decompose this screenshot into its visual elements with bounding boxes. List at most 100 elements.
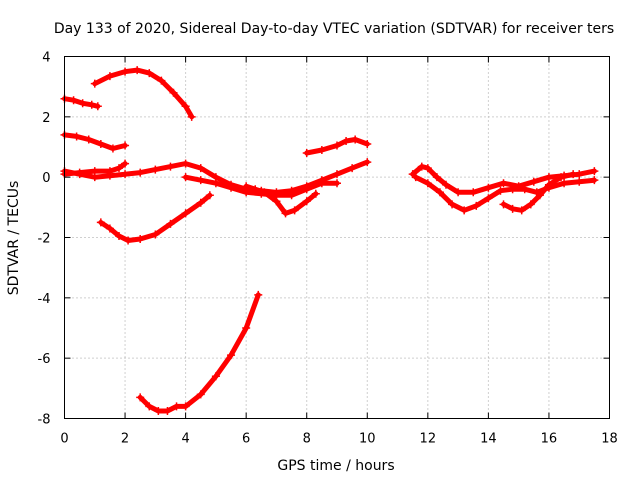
data-point	[435, 188, 444, 197]
x-tick-label: 14	[480, 432, 497, 447]
data-point	[448, 200, 457, 209]
data-point	[496, 186, 505, 195]
data-point	[311, 189, 320, 198]
data-point	[166, 162, 175, 171]
data-point	[105, 224, 114, 233]
data-point	[96, 218, 105, 227]
data-point	[196, 390, 205, 399]
x-tick-label: 0	[60, 432, 68, 447]
data-point	[227, 351, 236, 360]
data-point	[333, 170, 341, 179]
data-point	[242, 182, 251, 191]
data-point	[442, 180, 450, 189]
x-tick-label: 4	[181, 432, 189, 447]
data-point	[72, 132, 81, 141]
data-point	[115, 164, 123, 173]
data-point	[287, 191, 296, 200]
data-point	[432, 173, 441, 182]
x-tick-label: 2	[121, 432, 129, 447]
data-point	[93, 102, 102, 111]
y-tick-label: 0	[42, 171, 50, 186]
data-point	[499, 179, 508, 188]
data-point	[90, 173, 99, 182]
data-point	[251, 185, 260, 194]
data-point	[544, 180, 553, 189]
data-point	[124, 236, 133, 245]
data-point	[151, 230, 160, 239]
axis-ticks: 0 2 4 6 8 10 12 14 16 18 -8 -6 -4 -2 0 2 4	[38, 51, 618, 447]
series-arc10	[137, 292, 261, 414]
series-arc6	[98, 192, 213, 243]
y-axis-label: SDTVAR / TECUs	[6, 181, 22, 296]
x-tick-label: 10	[359, 432, 376, 447]
data-point	[423, 164, 432, 173]
x-tick-label: 18	[601, 432, 618, 447]
data-point	[145, 402, 154, 411]
data-point	[508, 204, 517, 213]
y-tick-label: 2	[42, 111, 50, 126]
data-point	[260, 188, 269, 197]
data-point	[351, 135, 360, 144]
data-series	[60, 66, 599, 415]
data-point	[469, 188, 478, 197]
data-point	[136, 168, 145, 177]
data-point	[187, 112, 196, 121]
data-point	[454, 188, 463, 197]
data-point	[133, 66, 142, 75]
x-tick-label: 8	[303, 432, 311, 447]
data-point	[535, 191, 544, 200]
data-point	[508, 185, 517, 194]
data-point	[484, 183, 493, 192]
y-tick-label: -8	[38, 413, 51, 428]
data-point	[411, 173, 420, 182]
data-point	[205, 191, 214, 200]
y-tick-label: -6	[38, 352, 51, 367]
data-point	[78, 99, 87, 108]
data-point	[181, 209, 190, 218]
data-point	[590, 167, 599, 176]
data-point	[163, 406, 172, 415]
data-point	[151, 165, 160, 174]
data-point	[105, 72, 114, 81]
data-point	[302, 185, 311, 194]
data-point	[181, 173, 190, 182]
data-point	[136, 235, 145, 244]
data-point	[121, 159, 130, 168]
data-point	[526, 200, 535, 209]
data-point	[529, 177, 538, 186]
data-point	[196, 164, 205, 173]
data-point	[272, 197, 281, 206]
data-point	[348, 164, 357, 173]
data-point	[363, 158, 372, 167]
data-point	[108, 144, 117, 153]
data-point	[560, 179, 569, 188]
data-point	[590, 176, 599, 185]
data-point	[121, 141, 130, 150]
y-tick-label: 4	[42, 51, 50, 66]
data-point	[169, 88, 178, 97]
data-point	[84, 135, 93, 144]
data-point	[290, 206, 299, 215]
x-tick-label: 6	[242, 432, 250, 447]
data-point	[363, 139, 372, 148]
data-point	[136, 393, 145, 402]
data-point	[172, 402, 181, 411]
data-point	[557, 173, 566, 182]
data-point	[181, 402, 190, 411]
chart-title: Day 133 of 2020, Sidereal Day-to-day VTE…	[54, 21, 614, 37]
data-point	[75, 170, 84, 179]
data-point	[166, 219, 175, 228]
data-point	[472, 201, 481, 210]
data-point	[317, 146, 326, 155]
data-point	[342, 136, 351, 145]
data-point	[254, 290, 263, 299]
data-point	[181, 102, 190, 111]
data-point	[115, 231, 123, 240]
data-point	[460, 206, 469, 215]
data-point	[145, 69, 154, 78]
data-point	[211, 372, 220, 381]
data-point	[242, 324, 251, 332]
data-point	[96, 139, 105, 148]
y-tick-label: -4	[38, 292, 51, 307]
data-point	[302, 197, 311, 206]
